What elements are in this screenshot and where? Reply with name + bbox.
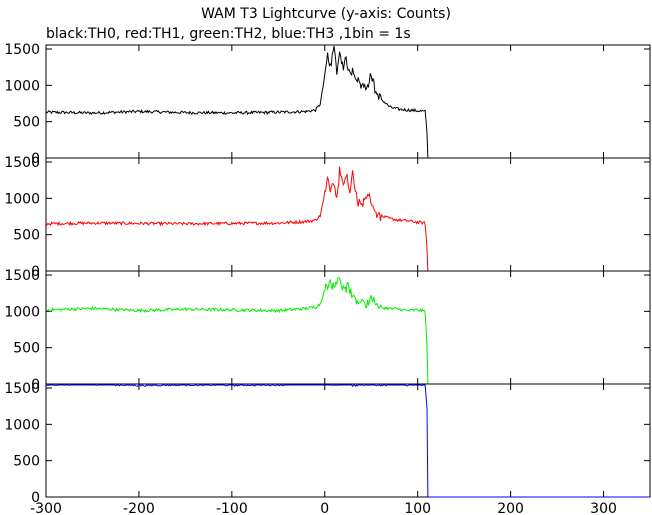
panel-th2: 0 500 1000 1500 (4, 268, 651, 393)
x-tick-label: -200 (123, 501, 155, 515)
y-tick-label: 0 (31, 264, 40, 280)
panel-frame (45, 270, 651, 385)
y-tick-label: 500 (13, 341, 40, 357)
y-tick-label: 1000 (4, 304, 40, 320)
x-tick-label: 0 (320, 501, 329, 515)
panel-frame (45, 44, 651, 159)
chart-title: WAM T3 Lightcurve (y-axis: Counts) (201, 6, 451, 22)
x-tick-label: -300 (30, 501, 62, 515)
series-line-th2 (45, 277, 650, 385)
y-tick-label: 500 (13, 454, 40, 470)
panel-th3: 0 500 1000 1500 (4, 381, 651, 506)
x-tick-label: 100 (404, 501, 431, 515)
x-tick-label: 300 (590, 501, 617, 515)
series-line-th1 (45, 166, 650, 272)
y-tick-label: 500 (13, 228, 40, 244)
panel-frame (45, 383, 651, 498)
y-tick-label: 1500 (4, 381, 40, 397)
y-tick-label: 1000 (4, 78, 40, 94)
series-line-th3 (46, 384, 650, 498)
y-tick-label: 1500 (4, 42, 40, 58)
y-tick-label: 1000 (4, 191, 40, 207)
y-tick-label: 1000 (4, 417, 40, 433)
x-tick-label: -100 (216, 501, 248, 515)
panel-frame (45, 157, 651, 272)
panel-th1: 0 500 1000 1500 (4, 155, 651, 280)
series-line-th0 (45, 45, 650, 159)
chart-subtitle: black:TH0, red:TH1, green:TH2, blue:TH3 … (46, 26, 411, 42)
panel-th0: 0 500 1000 1500 (4, 42, 651, 167)
y-tick-label: 1500 (4, 268, 40, 284)
x-tick-label: 200 (497, 501, 524, 515)
y-tick-label: 1500 (4, 155, 40, 171)
y-tick-label: 0 (31, 377, 40, 393)
y-tick-label: 500 (13, 115, 40, 131)
y-tick-label: 0 (31, 490, 40, 506)
y-tick-label: 0 (31, 151, 40, 167)
